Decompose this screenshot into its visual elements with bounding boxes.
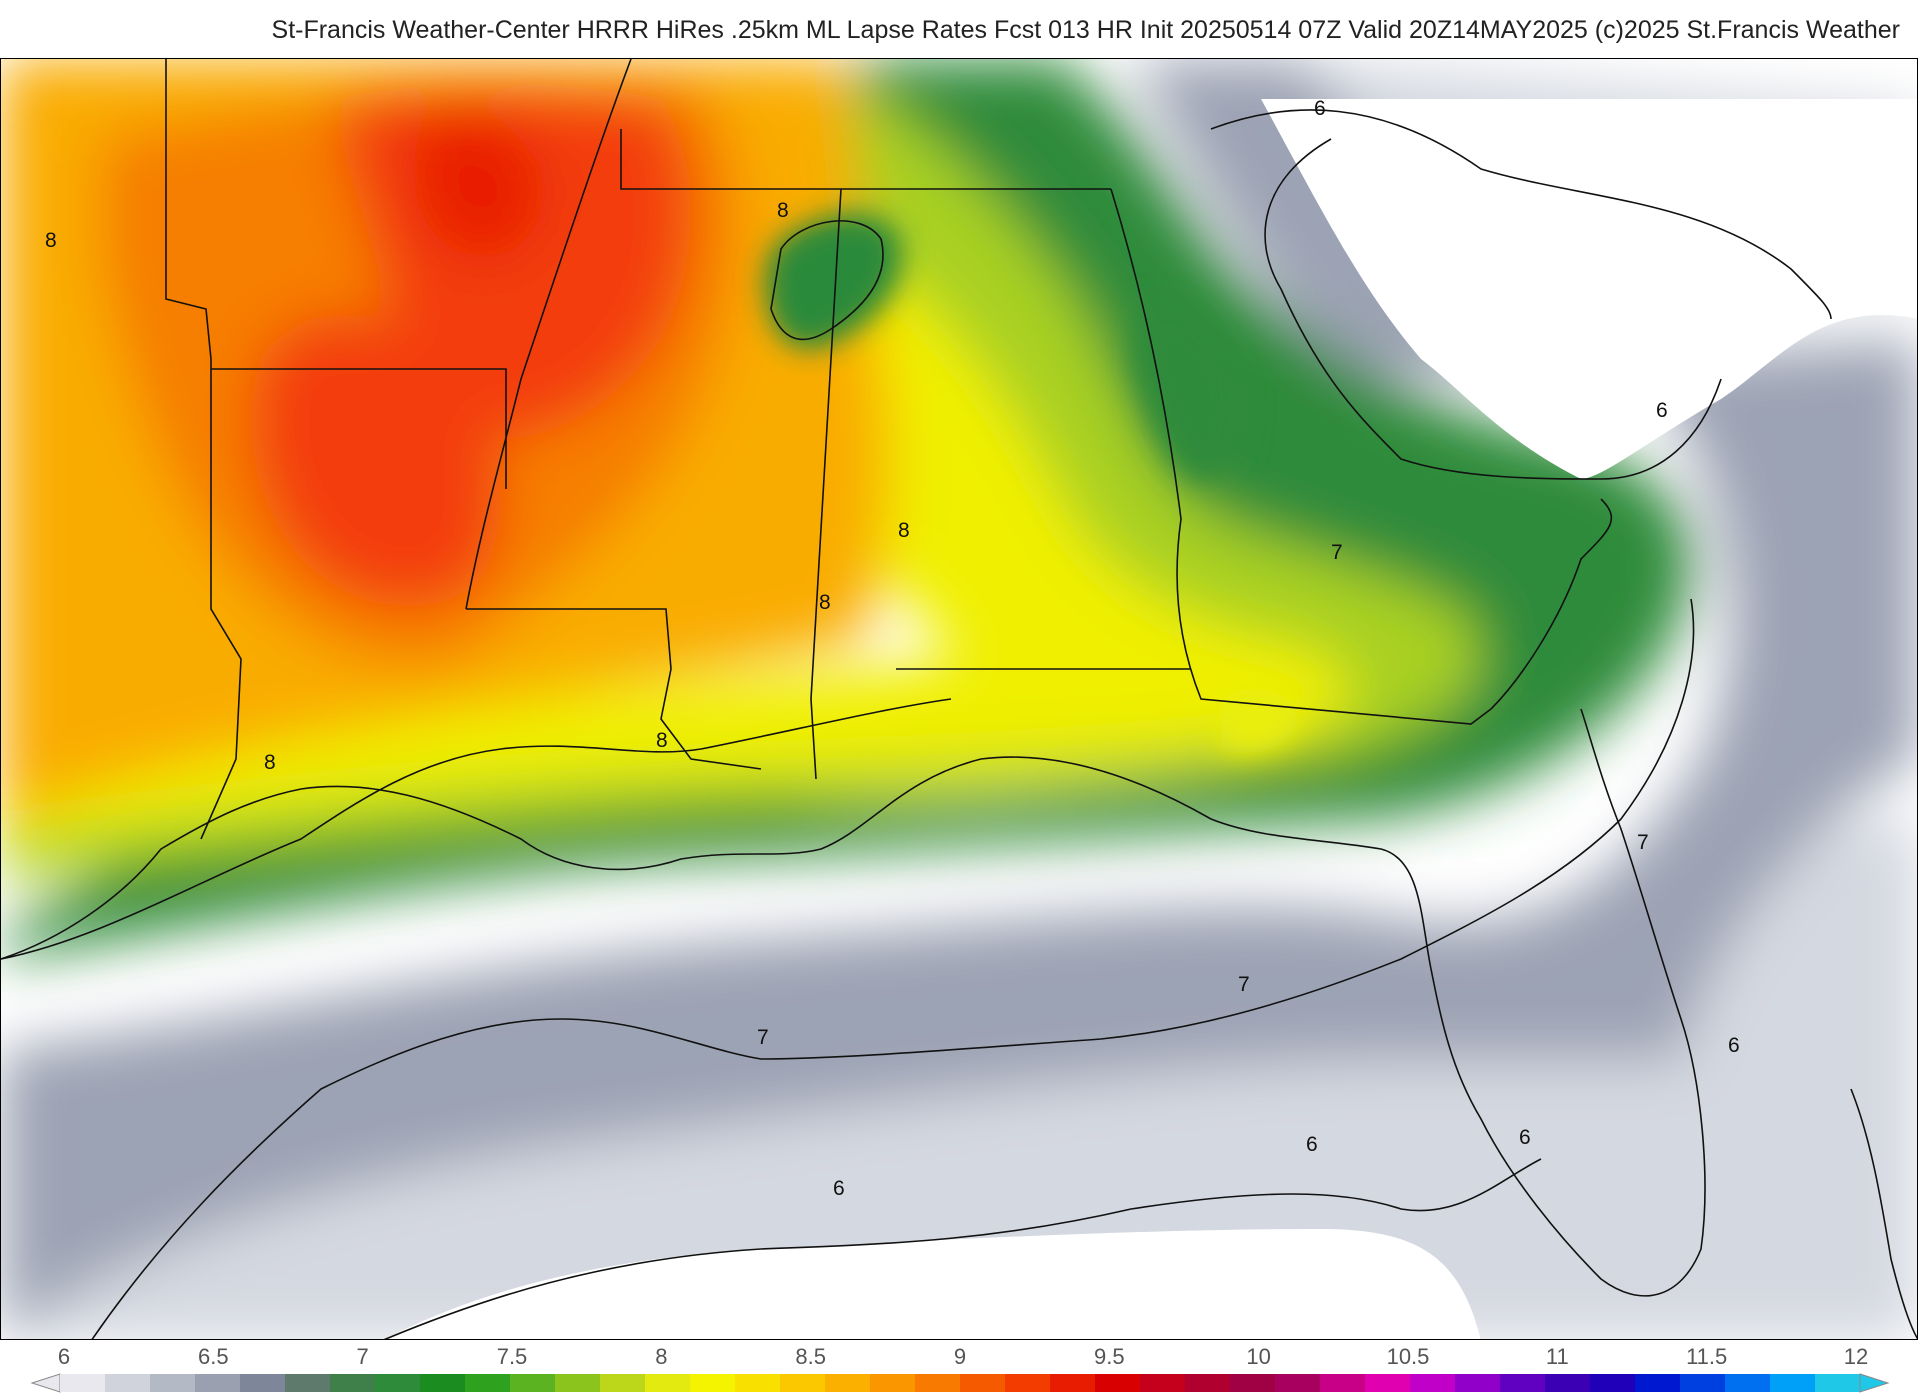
colorbar-tick-label: 10 — [1246, 1344, 1271, 1369]
colorbar-swatch — [780, 1374, 826, 1392]
colorbar-max-arrow — [1859, 1373, 1890, 1393]
contour-label: 8 — [898, 519, 910, 542]
colorbar-swatch — [645, 1374, 691, 1392]
colorbar-swatch — [105, 1374, 151, 1392]
map-title: St-Francis Weather-Center HRRR HiRes .25… — [271, 16, 1900, 44]
contour-lines — [1, 138, 1917, 1339]
colorbar-tick-label: 6.5 — [198, 1344, 229, 1369]
contour-label: 6 — [1656, 399, 1668, 422]
colorbar-swatch — [555, 1374, 601, 1392]
contour-label: 6 — [1314, 97, 1326, 120]
colorbar-swatch — [735, 1374, 781, 1392]
colorbar-swatch — [240, 1374, 286, 1392]
colorbar-swatch — [375, 1374, 421, 1392]
colorbar-swatch — [1455, 1374, 1501, 1392]
colorbar-tick-label: 7 — [356, 1344, 369, 1369]
colorbar-swatch — [1815, 1374, 1861, 1392]
colorbar-swatch — [870, 1374, 916, 1392]
colorbar-swatch — [1275, 1374, 1321, 1392]
colorbar-swatch — [690, 1374, 736, 1392]
colorbar-swatch — [330, 1374, 376, 1392]
colorbar-swatch — [960, 1374, 1006, 1392]
colorbar-tick-label: 9 — [953, 1344, 967, 1369]
colorbar-swatch — [510, 1374, 556, 1392]
contour-label: 6 — [1728, 1034, 1740, 1057]
contour-label: 8 — [656, 729, 668, 752]
contour-label: 6 — [1306, 1133, 1318, 1156]
contour-label: 7 — [1331, 541, 1343, 564]
map-panel[interactable]: 8 8 8 8 8 8 7 7 7 7 6 6 6 6 6 6 — [0, 58, 1918, 1340]
colorbar: 6 6.5 7 7.5 8 8.5 9 9.5 10 10.5 11 11.5 12 — [0, 1340, 1920, 1400]
colorbar-min-arrow — [30, 1373, 61, 1393]
contour-label: 7 — [757, 1026, 769, 1049]
colorbar-swatch — [1365, 1374, 1411, 1392]
shading-pocket — [764, 212, 1301, 753]
colorbar-tick-label: 6 — [57, 1344, 71, 1369]
colorbar-scale — [30, 1373, 1890, 1393]
contour-label: 8 — [777, 199, 789, 222]
contour-label: 8 — [264, 751, 276, 774]
colorbar-swatch — [1320, 1374, 1366, 1392]
colorbar-tick-label: 9.5 — [1094, 1344, 1125, 1369]
colorbar-swatch — [1500, 1374, 1546, 1392]
contour-label: 6 — [833, 1177, 845, 1200]
state-boundaries — [1, 59, 1832, 1297]
colorbar-swatch — [1545, 1374, 1591, 1392]
contour-label: 7 — [1637, 831, 1649, 854]
colorbar-swatch — [150, 1374, 196, 1392]
shade-yellow — [1, 179, 1352, 839]
colorbar-tick-label: 11 — [1545, 1344, 1569, 1369]
shade-red — [251, 84, 692, 607]
lapse-rate-map[interactable]: 8 8 8 8 8 8 7 7 7 7 6 6 6 6 6 6 — [1, 59, 1918, 1340]
colorbar-swatch — [915, 1374, 961, 1392]
contour-label: 7 — [1238, 973, 1250, 996]
colorbar-swatch — [1005, 1374, 1051, 1392]
colorbar-tick-label: 8 — [655, 1344, 668, 1369]
colorbar-swatch — [60, 1374, 106, 1392]
colorbar-swatch — [825, 1374, 871, 1392]
colorbar-swatch — [1725, 1374, 1771, 1392]
colorbar-swatch — [1590, 1374, 1636, 1392]
colorbar-tick-label: 11.5 — [1686, 1344, 1728, 1369]
colorbar-swatch — [195, 1374, 241, 1392]
colorbar-swatch — [600, 1374, 646, 1392]
shade-white-gulf — [384, 1229, 1481, 1339]
colorbar-swatch — [1140, 1374, 1186, 1392]
colorbar-swatch — [1635, 1374, 1681, 1392]
colorbar-swatch — [1185, 1374, 1231, 1392]
colorbar-swatch — [420, 1374, 466, 1392]
shade-white-northeast — [1261, 99, 1917, 479]
colorbar-tick-label: 10.5 — [1386, 1344, 1430, 1369]
contour-label: 8 — [819, 591, 831, 614]
colorbar-swatch — [1050, 1374, 1096, 1392]
colorbar-swatch — [465, 1374, 511, 1392]
shade-red-core — [414, 116, 544, 259]
colorbar-swatch — [1230, 1374, 1276, 1392]
shade-green — [1, 59, 1693, 959]
contour-label: 8 — [45, 229, 57, 252]
title-bar: St-Francis Weather-Center HRRR HiRes .25… — [0, 0, 1920, 58]
colorbar-tick-label: 7.5 — [496, 1344, 528, 1369]
contour-label-group: 8 8 8 8 8 8 7 7 7 7 6 6 6 6 6 6 — [45, 97, 1740, 1200]
colorbar-tick-label: 12 — [1843, 1344, 1869, 1369]
colorbar-swatch — [1680, 1374, 1726, 1392]
shading-layers — [1, 59, 1917, 1339]
contour-label: 6 — [1519, 1126, 1531, 1149]
shade-gray — [1, 59, 1917, 1339]
colorbar-swatch — [285, 1374, 331, 1392]
colorbar-swatch — [1770, 1374, 1816, 1392]
colorbar-swatch — [1410, 1374, 1456, 1392]
colorbar-tick-label: 8.5 — [795, 1344, 826, 1369]
colorbar-swatch — [1095, 1374, 1141, 1392]
